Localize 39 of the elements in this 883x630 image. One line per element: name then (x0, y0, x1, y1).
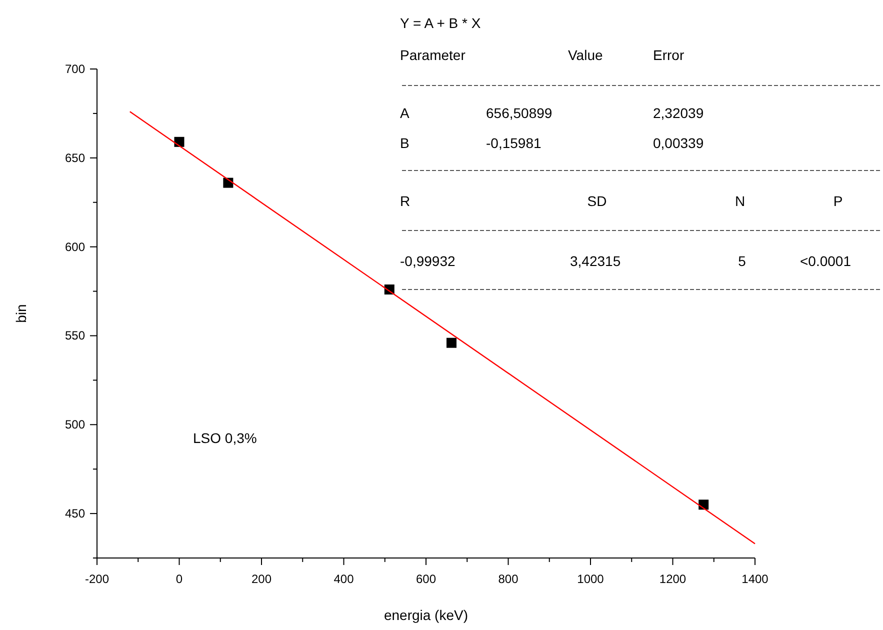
text: Error (653, 47, 684, 63)
x-tick-label: -200 (84, 572, 110, 586)
annotation: B (400, 135, 410, 151)
text: P (833, 193, 843, 209)
annotation: 2,32039 (653, 105, 704, 121)
y-tick-label: 600 (64, 240, 86, 254)
y-tick-label: 500 (64, 418, 86, 432)
x-tick-label: 800 (498, 572, 519, 586)
x-tick-label: 200 (251, 572, 272, 586)
annotation: 0,00339 (653, 135, 704, 151)
annotation: 656,50899 (486, 105, 552, 121)
annotation: SD (587, 193, 607, 209)
annotation: N (734, 193, 746, 209)
x-tick-label: 1400 (742, 572, 769, 586)
point (446, 338, 456, 348)
text: Parameter (400, 47, 466, 63)
x-tick-label: 600 (416, 572, 436, 586)
y-tick-label: 700 (64, 62, 86, 76)
annotation: 5 (738, 253, 746, 269)
annotation: -0,99932 (400, 253, 456, 269)
y-tick-label: 650 (64, 150, 86, 165)
annotation: LSO 0,3% (193, 430, 257, 446)
x-tick-label: 1200 (659, 572, 686, 586)
y-tick-label: 450 (64, 506, 86, 521)
y-axis-title: bin (13, 304, 29, 323)
annotation: -0,15981 (486, 135, 542, 151)
text: Y = A + B * X (400, 15, 482, 31)
text: Value (568, 47, 603, 63)
point (174, 136, 184, 147)
text: <0.0001 (800, 253, 852, 269)
x-tick-label: 0 (176, 572, 183, 586)
annotation: R (400, 193, 410, 209)
annotation: 3,42315 (570, 253, 621, 269)
x-tick-label: 1000 (577, 572, 604, 586)
annotation: A (400, 105, 410, 121)
x-axis-title: energia (keV) (384, 607, 468, 623)
x-tick-label: 400 (334, 572, 354, 586)
point (698, 500, 709, 510)
y-tick-label: 550 (64, 328, 86, 343)
